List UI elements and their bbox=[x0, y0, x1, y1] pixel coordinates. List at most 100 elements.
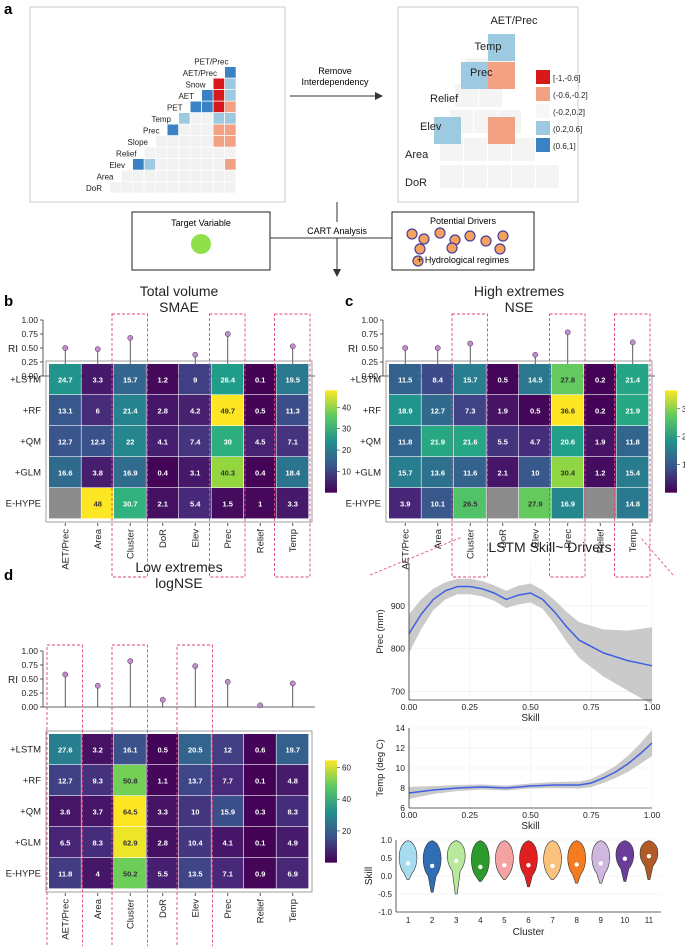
ri-axis-label: RI bbox=[348, 344, 358, 355]
col-label: Prec bbox=[223, 899, 234, 919]
violin-x-tick: 5 bbox=[502, 916, 507, 925]
tri-cell bbox=[190, 113, 202, 124]
col-label: Prec bbox=[223, 529, 234, 549]
x-tick-label: 1.00 bbox=[644, 702, 661, 712]
col-label: Temp bbox=[288, 899, 299, 922]
heatmap-cell bbox=[211, 858, 244, 889]
legend-label: (0.6,1] bbox=[553, 142, 576, 151]
legend-label: (0.2,0.6] bbox=[553, 125, 582, 134]
cell-value: 11.8 bbox=[398, 438, 412, 447]
cell-value: 4.1 bbox=[158, 438, 168, 447]
heatmap-cell bbox=[81, 827, 114, 858]
ri-tick-label: 1.00 bbox=[361, 315, 378, 325]
cell-value: 27.8 bbox=[560, 376, 575, 385]
tri-cell bbox=[179, 170, 190, 182]
cell-value: 4.8 bbox=[288, 777, 298, 786]
potential-drivers-label: Potential Drivers bbox=[430, 216, 497, 226]
driver-dot bbox=[446, 242, 458, 254]
col-label: AET/Prec bbox=[60, 529, 71, 570]
heatmap-cell bbox=[244, 364, 276, 395]
heatmap-cell bbox=[244, 488, 276, 519]
heatmap-cell bbox=[276, 364, 309, 395]
ri-tick-label: 0.75 bbox=[21, 329, 38, 339]
hydrological-regimes-label: + Hydrological regimes bbox=[417, 255, 509, 265]
tri-cell bbox=[213, 147, 225, 159]
heatmap-cell bbox=[49, 858, 81, 889]
heatmap-cell bbox=[454, 457, 486, 488]
ri-tick-label: 0.50 bbox=[21, 674, 38, 684]
tri-label: DoR bbox=[86, 184, 102, 193]
reduced-cell-elev-prec bbox=[434, 117, 461, 144]
smooth-line bbox=[408, 742, 653, 794]
panel-label-c: c bbox=[345, 293, 353, 310]
cell-value: 14.5 bbox=[528, 376, 543, 385]
heatmap-cell bbox=[454, 426, 486, 457]
tri-colored-cell bbox=[213, 78, 225, 90]
col-label: Area bbox=[93, 528, 104, 549]
cell-value: 6 bbox=[96, 407, 100, 416]
violin-median bbox=[574, 862, 579, 867]
panel-subtitle: SMAE bbox=[159, 299, 199, 315]
x-tick-label: 0.75 bbox=[583, 810, 600, 820]
y-tick-label: 10 bbox=[396, 763, 406, 773]
tri-cell bbox=[110, 182, 121, 193]
cell-value: 9.3 bbox=[93, 777, 103, 786]
heatmap-cell bbox=[584, 426, 616, 457]
col-label: Prec bbox=[563, 529, 574, 549]
violin-shape bbox=[567, 840, 586, 884]
heatmap-cell bbox=[179, 457, 211, 488]
violin-x-tick: 8 bbox=[574, 916, 579, 925]
reduced-grey-cell bbox=[536, 165, 559, 188]
heatmap-cell bbox=[211, 457, 244, 488]
lstm-skill-panel: LSTM Skill~ Drivers 0.00 0.25 0.50 0.75 1.00 7… bbox=[364, 539, 661, 938]
violin-y-tick: 1.0 bbox=[381, 836, 393, 845]
heatmap-cell bbox=[81, 457, 114, 488]
cell-value: 10 bbox=[191, 808, 199, 817]
heatmap-cell bbox=[584, 364, 616, 395]
cell-value: 48 bbox=[94, 500, 102, 509]
violin-x-tick: 7 bbox=[550, 916, 555, 925]
colorbar-label: 20 bbox=[682, 433, 685, 442]
panel-title: Low extremes bbox=[135, 559, 222, 575]
tri-cell bbox=[190, 136, 202, 147]
cell-value: 20.6 bbox=[560, 438, 575, 447]
tri-cell bbox=[213, 182, 225, 193]
violin-median bbox=[405, 861, 411, 866]
reduced-label: Temp bbox=[475, 41, 502, 53]
violin-x-tick: 11 bbox=[645, 916, 654, 925]
cell-value: 12.7 bbox=[58, 777, 73, 786]
row-label: +LSTM bbox=[10, 375, 41, 386]
col-label: Cluster bbox=[125, 899, 136, 929]
cell-value: 2.8 bbox=[158, 839, 168, 848]
heatmap-cell bbox=[49, 734, 81, 765]
heatmap-cell bbox=[244, 426, 276, 457]
tri-colored-cell bbox=[167, 124, 179, 136]
zoom-line-right bbox=[639, 536, 674, 576]
heatmap-cell bbox=[584, 395, 616, 426]
ri-tick-label: 1.00 bbox=[21, 646, 38, 656]
heatmap-cell bbox=[421, 364, 454, 395]
ri-point bbox=[159, 696, 166, 703]
violin-x-tick: 9 bbox=[599, 916, 604, 925]
reduced-label: Relief bbox=[430, 93, 459, 105]
heatmap-cell bbox=[454, 395, 486, 426]
cell-value: 62.9 bbox=[123, 839, 138, 848]
ri-point bbox=[629, 339, 636, 346]
tri-cell bbox=[133, 170, 144, 182]
y-tick-label: 6 bbox=[400, 803, 405, 813]
violin-median bbox=[550, 863, 555, 869]
cell-value: 4.1 bbox=[223, 839, 233, 848]
cell-value: 21.9 bbox=[430, 438, 445, 447]
cell-value: 8.4 bbox=[433, 376, 444, 385]
tri-cell bbox=[133, 182, 144, 193]
ri-point bbox=[289, 343, 296, 350]
heatmap-cell bbox=[454, 364, 486, 395]
cell-value: 1 bbox=[258, 500, 262, 509]
heatmap-cell bbox=[146, 426, 179, 457]
cell-value: 5.4 bbox=[190, 500, 201, 509]
cell-value: 7.1 bbox=[288, 438, 298, 447]
tri-colored-cell bbox=[225, 90, 236, 101]
tri-colored-cell bbox=[213, 124, 225, 136]
highlight-box bbox=[274, 313, 311, 578]
colorbar-label: 20 bbox=[342, 827, 351, 836]
